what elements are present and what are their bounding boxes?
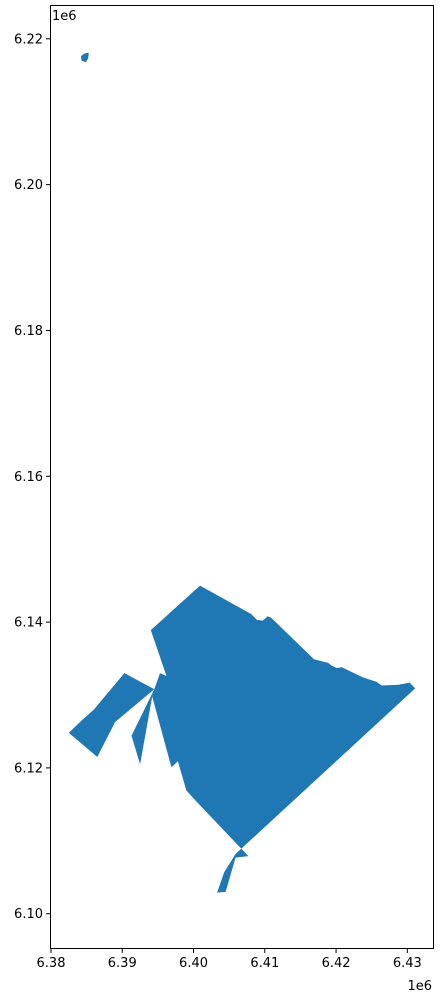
x-tick-label: 6.38	[37, 956, 66, 971]
y-tick-label: 6.22	[14, 32, 43, 47]
y-tick-label: 6.20	[14, 178, 43, 193]
plot-frame	[50, 5, 434, 949]
x-tick-label: 6.41	[250, 956, 279, 971]
x-offset-label: 1e6	[407, 979, 432, 994]
x-tick-label: 6.42	[322, 956, 351, 971]
polygon-1	[131, 585, 416, 893]
x-tick-label: 6.40	[179, 956, 208, 971]
polygon-2	[68, 673, 155, 757]
y-axis: 6.10 6.12 6.14 6.16 6.18 6.20 6.22	[14, 32, 51, 922]
y-tick-label: 6.14	[14, 616, 43, 631]
y-tick-label: 6.16	[14, 470, 43, 485]
y-offset-label: 1e6	[52, 9, 77, 24]
x-tick-label: 6.43	[393, 956, 422, 971]
x-axis: 6.38 6.39 6.40 6.41 6.42 6.43	[37, 948, 422, 971]
y-tick-label: 6.10	[14, 907, 43, 922]
x-tick-label: 6.39	[108, 956, 137, 971]
polygon-3	[80, 52, 89, 63]
y-tick-label: 6.12	[14, 761, 43, 776]
y-tick-label: 6.18	[14, 324, 43, 339]
polygons-layer	[68, 52, 416, 893]
